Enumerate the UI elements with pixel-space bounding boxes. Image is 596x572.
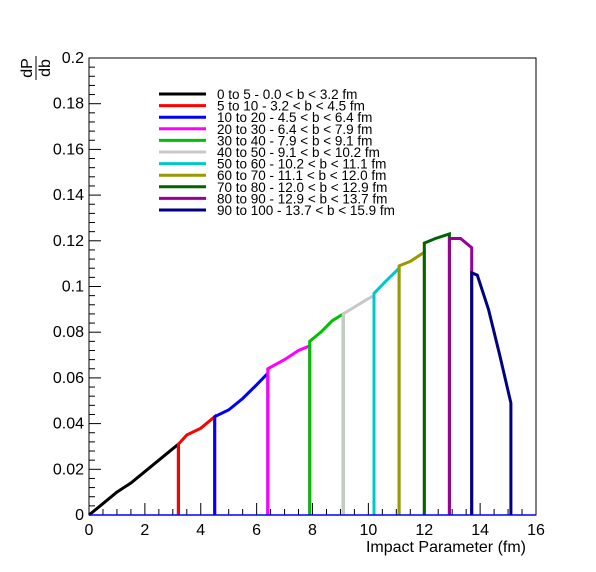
legend-label: 5 to 10 - 3.2 < b < 4.5 fm (217, 99, 365, 114)
x-tick-label: 16 (527, 522, 545, 539)
legend-label: 20 to 30 - 6.4 < b < 7.9 fm (217, 122, 372, 137)
x-tick-label: 12 (415, 522, 433, 539)
y-tick-label: 0.16 (53, 141, 84, 158)
series-line-7 (372, 264, 401, 515)
series-group (88, 231, 536, 517)
axes: 0 2 4 6 8 10 12 14 16 0 0.02 0.04 0.06 0.08 0.1 0.12 0.1… (53, 50, 545, 539)
series-line-8 (397, 249, 426, 515)
series-line-6 (341, 293, 376, 515)
x-tick-label: 0 (85, 522, 94, 539)
x-tick-label: 6 (252, 522, 261, 539)
series-line-1 (88, 441, 180, 517)
y-tick-label: 0 (75, 507, 84, 524)
series-line-9 (422, 231, 451, 515)
y-tick-label: 0.12 (53, 233, 84, 250)
x-tick-label: 4 (196, 522, 205, 539)
legend-label: 30 to 40 - 7.9 < b < 9.1 fm (217, 133, 372, 148)
x-axis-title: Impact Parameter (fm) (366, 539, 526, 556)
y-tick-label: 0.06 (53, 370, 84, 387)
legend-label: 40 to 50 - 9.1 < b < 10.2 fm (217, 145, 380, 160)
x-tick-label: 8 (308, 522, 317, 539)
legend-label: 60 to 70 - 11.1 < b < 12.0 fm (217, 168, 386, 183)
y-tick-label: 0.2 (62, 50, 84, 67)
legend: 0 to 5 - 0.0 < b < 3.2 fm5 to 10 - 3.2 <… (159, 87, 395, 218)
y-tick-label: 0.1 (62, 279, 84, 296)
y-tick-label: 0.18 (53, 96, 84, 113)
legend-label: 50 to 60 - 10.2 < b < 11.1 fm (217, 157, 386, 172)
series-line-11 (470, 270, 513, 515)
y-tick-label: 0.08 (53, 324, 84, 341)
x-tick-label: 14 (471, 522, 489, 539)
series-line-10 (447, 237, 474, 515)
y-tick-label: 0.04 (53, 416, 84, 433)
series-line-4 (266, 343, 312, 515)
y-tick-label: 0.14 (53, 187, 84, 204)
legend-label: 80 to 90 - 12.9 < b < 13.7 fm (217, 191, 387, 206)
series-line-2 (176, 413, 217, 515)
y-axis-title-denominator: db (37, 59, 54, 77)
series-line-3 (213, 369, 270, 515)
series-line-5 (308, 311, 345, 515)
x-tick-label: 10 (359, 522, 377, 539)
legend-label: 90 to 100 - 13.7 < b < 15.9 fm (217, 203, 395, 218)
legend-label: 10 to 20 - 4.5 < b < 6.4 fm (217, 110, 372, 125)
x-tick-label: 2 (140, 522, 149, 539)
y-tick-label: 0.02 (53, 461, 84, 478)
y-axis-title-numerator: dP (19, 58, 36, 78)
legend-label: 70 to 80 - 12.0 < b < 12.9 fm (217, 180, 387, 195)
legend-label: 0 to 5 - 0.0 < b < 3.2 fm (217, 87, 357, 102)
y-axis-title: dP db (19, 56, 54, 80)
